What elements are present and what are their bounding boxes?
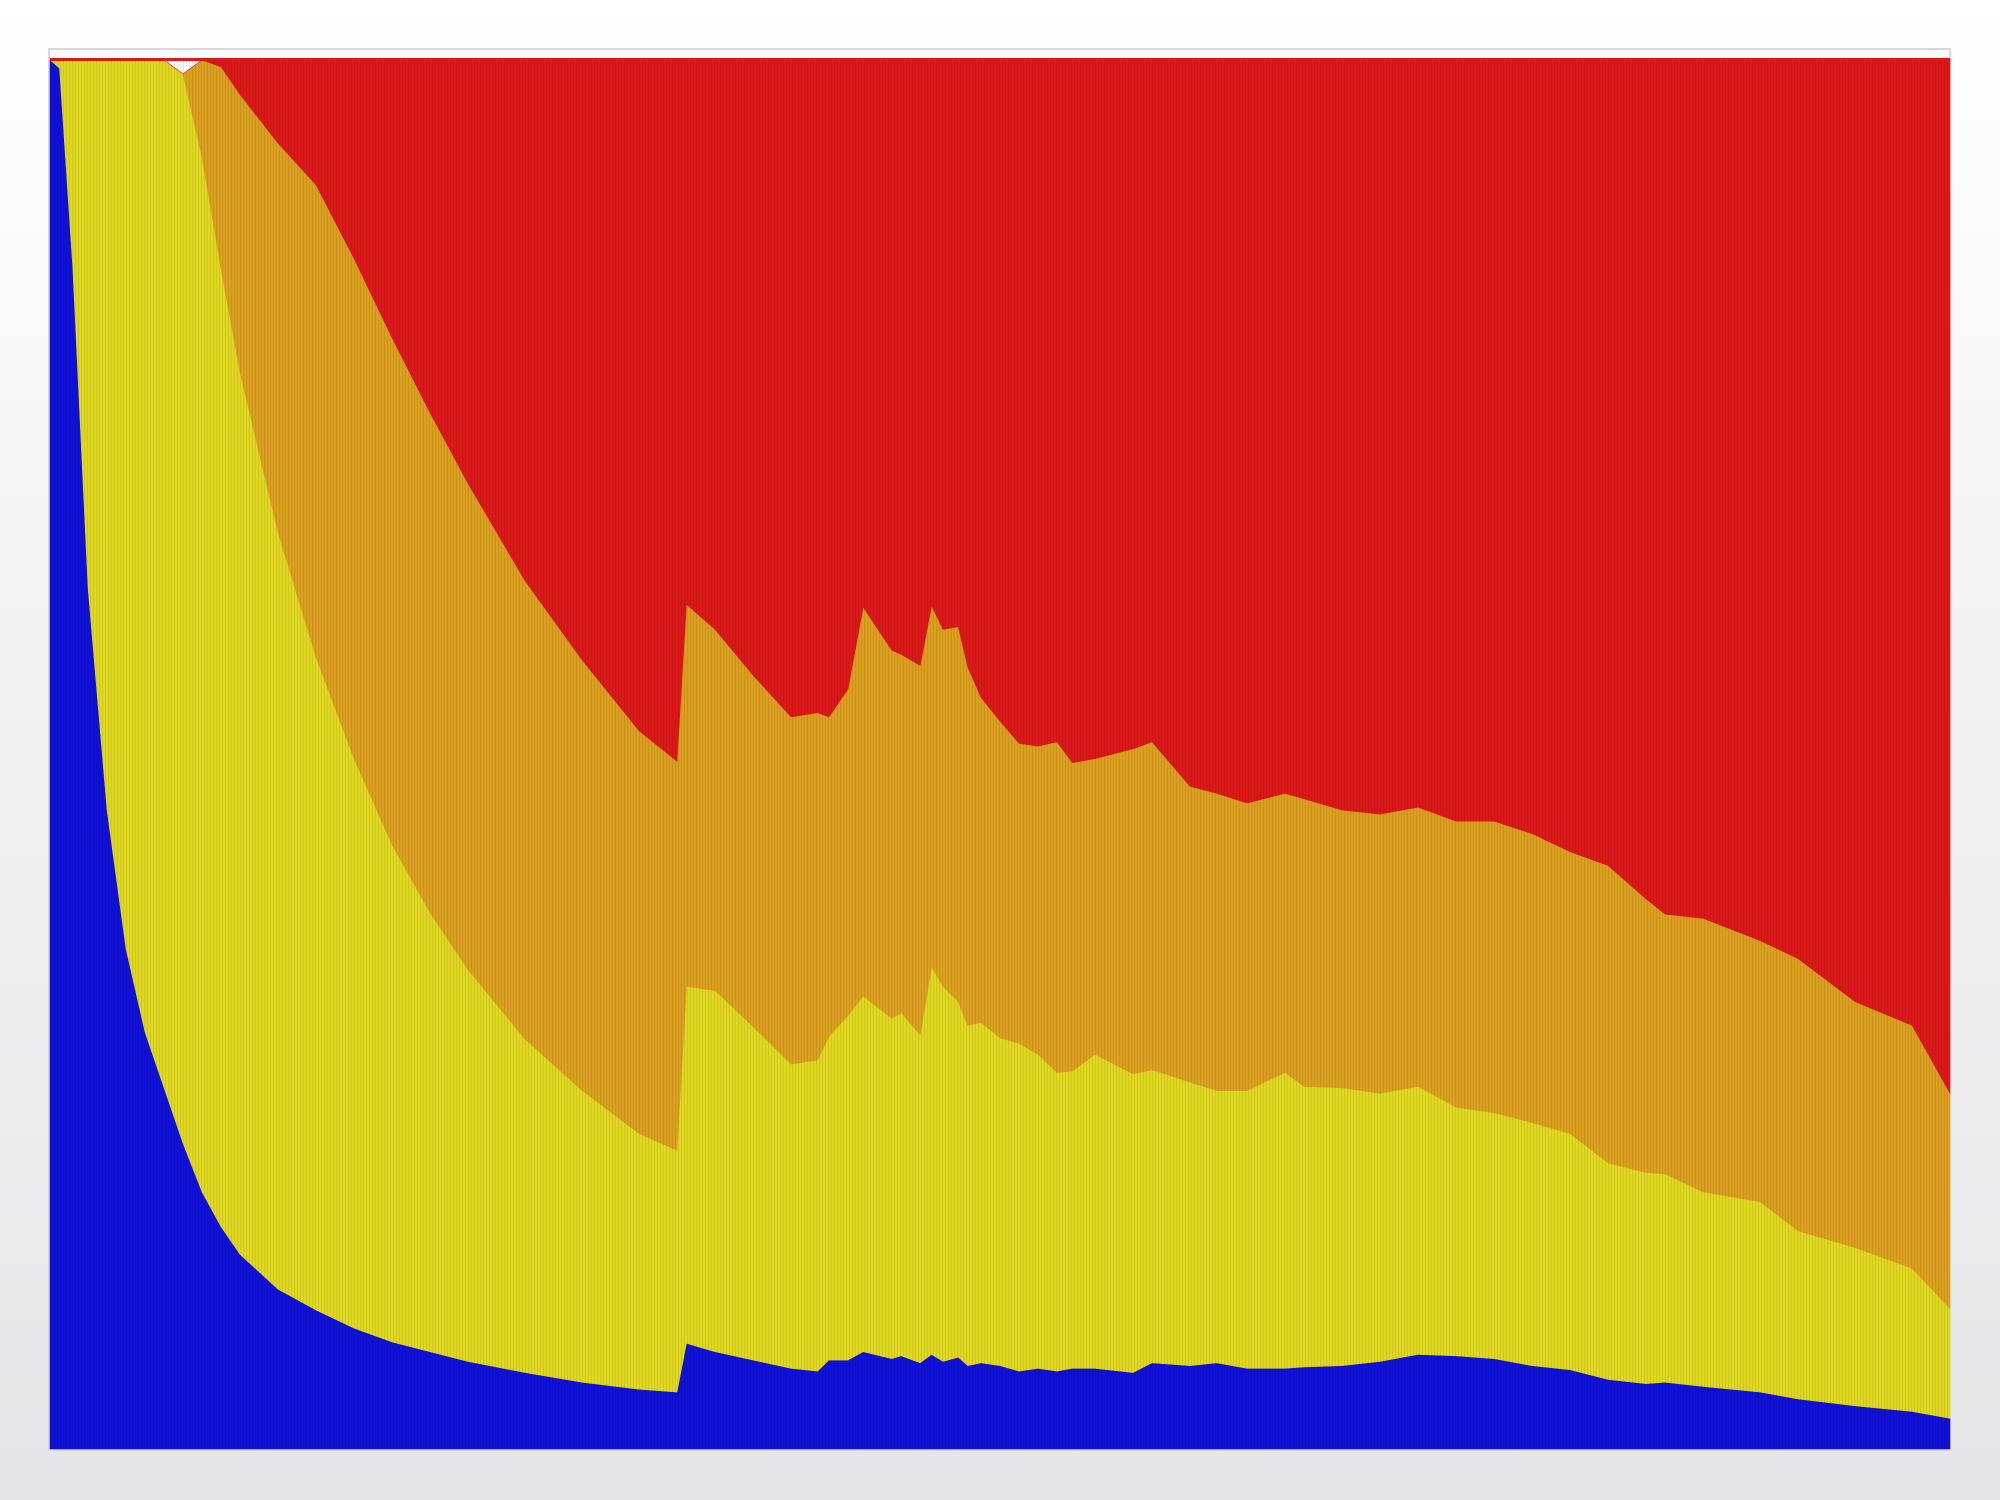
stripe-overlay: [50, 60, 1950, 1449]
top-band: [50, 58, 1950, 61]
